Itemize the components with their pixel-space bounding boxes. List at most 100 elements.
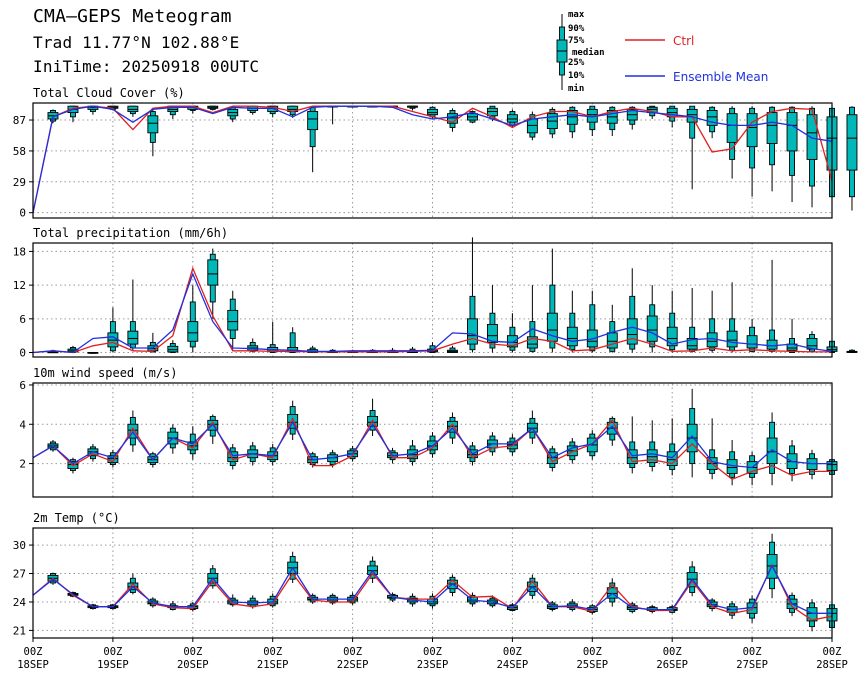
box-plot (786, 106, 798, 203)
x-tick-label-time: 00Z (183, 646, 202, 658)
legend-ctrl-label: Ctrl (673, 34, 695, 48)
box-25-75 (766, 339, 778, 350)
box-plot (686, 105, 698, 190)
box-plot (147, 109, 159, 157)
x-tick-label-date: 21SEP (257, 659, 289, 671)
y-tick-label: 21 (13, 624, 26, 637)
box-25-75 (846, 114, 858, 171)
x-tick-label-date: 20SEP (177, 659, 209, 671)
box-25-75 (147, 115, 159, 134)
box-25-75 (187, 321, 199, 342)
x-tick-label-date: 24SEP (497, 659, 529, 671)
box-plot (167, 340, 179, 353)
box-plot (766, 259, 778, 353)
box-plot (526, 285, 538, 353)
box-plot (706, 418, 718, 480)
box-plot (506, 434, 518, 456)
box-25-75 (467, 318, 478, 345)
y-tick-label: 29 (13, 176, 26, 189)
box-25-75 (486, 323, 498, 343)
box-plot (407, 105, 418, 111)
box-25-75 (127, 105, 139, 112)
box-25-75 (646, 315, 658, 342)
box-plot (127, 279, 139, 351)
box-25-75 (766, 112, 778, 144)
box-plot (706, 290, 718, 353)
box-25-75 (566, 110, 578, 125)
box-plot (846, 106, 858, 211)
box-25-75 (666, 326, 678, 347)
box-plot (586, 290, 598, 353)
box-plot (447, 345, 458, 353)
panel-frame (32, 242, 833, 358)
x-tick-label-date: 26SEP (656, 659, 688, 671)
box-plot (626, 106, 638, 130)
box-plot (207, 248, 219, 319)
x-tick-label-time: 00Z (343, 646, 362, 658)
x-tick-label-date: 25SEP (576, 659, 608, 671)
box-25-75 (726, 113, 738, 143)
box-plot (127, 105, 139, 117)
box-plot (706, 106, 718, 139)
legend-box-label: median (572, 47, 605, 58)
legend-box-label: 10% (568, 71, 585, 81)
y-tick-label: 24 (13, 596, 27, 609)
box-plot (147, 332, 159, 353)
box-25-75 (526, 336, 538, 349)
ctrl-series-line (32, 105, 833, 213)
x-tick-label-time: 00Z (423, 646, 442, 658)
box-25-75 (167, 345, 179, 353)
legend-box-label: 25% (568, 58, 585, 68)
box-25-75 (227, 309, 239, 331)
legend-box-label: 75% (568, 36, 585, 46)
y-tick-label: 87 (13, 114, 26, 127)
ctrl-series-line (32, 563, 833, 621)
y-tick-label: 4 (19, 418, 26, 431)
x-tick-label-time: 00Z (583, 646, 602, 658)
legend-box-glyph (556, 14, 568, 90)
panel-frame (32, 102, 833, 219)
panel-frame (32, 382, 833, 498)
box-25-75 (566, 326, 578, 347)
x-tick-label-time: 00Z (743, 646, 762, 658)
box-plot (447, 108, 458, 132)
box-plot (786, 318, 798, 353)
box-25-75 (486, 107, 498, 117)
box-plot (746, 318, 758, 353)
x-tick-label-date: 27SEP (736, 659, 768, 671)
box-plot (307, 106, 319, 173)
init-time-label: IniTime: 20250918 00UTC (33, 57, 260, 76)
box-plot (187, 285, 199, 353)
legend-box-label: 90% (568, 24, 585, 34)
box-plot (806, 599, 818, 632)
panel-title: Total precipitation (mm/6h) (33, 226, 228, 240)
mean-series-line (32, 420, 832, 469)
x-tick-label-time: 00Z (263, 646, 282, 658)
box-plot (846, 349, 858, 353)
box-plot (806, 106, 818, 208)
box-plot (207, 105, 219, 111)
x-tick-label-time: 00Z (663, 646, 682, 658)
box-plot (806, 449, 818, 480)
box-25-75 (746, 113, 758, 148)
x-tick-label-date: 23SEP (417, 659, 449, 671)
box-plot (247, 105, 259, 115)
box-10-90 (589, 304, 596, 352)
box-25-75 (706, 110, 718, 126)
legend-box-label: max (568, 10, 585, 20)
box-plot (546, 445, 558, 472)
box-25-75 (307, 111, 319, 131)
box-plot (686, 287, 698, 353)
box-plot (646, 420, 658, 472)
box-10-90 (289, 332, 296, 353)
box-plot (47, 349, 59, 354)
x-tick-label-time: 00Z (103, 646, 122, 658)
box-25-75 (706, 332, 718, 348)
box-plot (87, 351, 99, 354)
panel-title: 2m Temp (°C) (33, 511, 120, 525)
panel-title: 10m wind speed (m/s) (33, 366, 178, 380)
box-25-75 (766, 437, 778, 465)
box-25-75 (806, 607, 818, 622)
box-plot (646, 285, 658, 353)
